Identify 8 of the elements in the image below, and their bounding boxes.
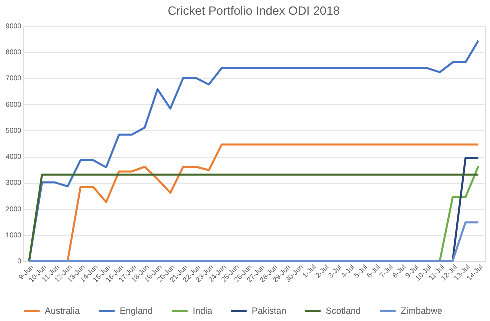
legend-label: Scotland xyxy=(326,306,362,316)
chart-title: Cricket Portfolio Index ODI 2018 xyxy=(168,4,340,18)
line-series xyxy=(66,144,480,262)
legend-label: India xyxy=(193,306,213,316)
legend-label: England xyxy=(120,306,154,316)
legend-label: Zimbabwe xyxy=(401,306,443,316)
legend-label: Australia xyxy=(45,306,80,316)
legend-label: Pakistan xyxy=(252,306,287,316)
